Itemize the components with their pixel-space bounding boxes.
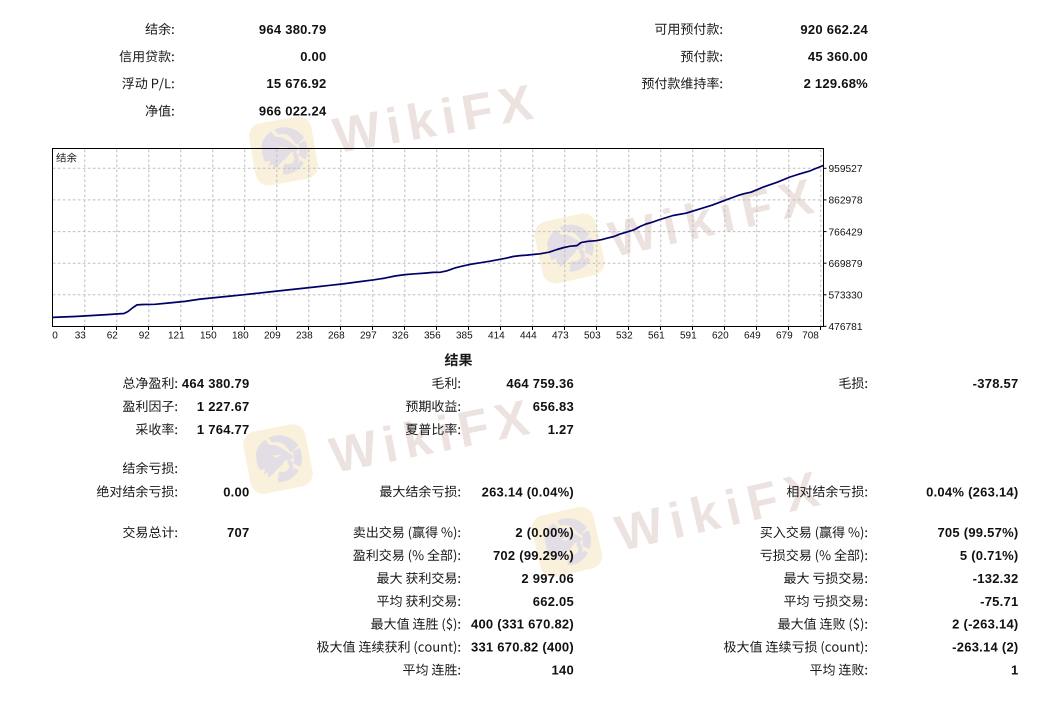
svg-text:268: 268 <box>328 331 345 342</box>
svg-text:2 (0.00%): 2 (0.00%) <box>515 525 574 540</box>
svg-text:2 997.06: 2 997.06 <box>521 571 574 586</box>
svg-text:444: 444 <box>520 331 537 342</box>
svg-text:400 (331 670.82): 400 (331 670.82) <box>471 617 574 632</box>
svg-text:662.05: 662.05 <box>533 594 574 609</box>
svg-text:238: 238 <box>296 331 313 342</box>
svg-text:532: 532 <box>616 331 633 342</box>
svg-text:0.04% (263.14): 0.04% (263.14) <box>926 484 1018 499</box>
svg-text:1 227.67: 1 227.67 <box>197 399 250 414</box>
svg-text:679: 679 <box>776 331 793 342</box>
svg-text:959527: 959527 <box>829 164 863 175</box>
svg-text:33: 33 <box>75 331 87 342</box>
svg-text:356: 356 <box>424 331 441 342</box>
svg-text:766429: 766429 <box>829 227 863 238</box>
svg-text:669879: 669879 <box>829 259 863 270</box>
svg-text:2 129.68%: 2 129.68% <box>804 76 869 91</box>
svg-text:15 676.92: 15 676.92 <box>266 76 326 91</box>
svg-text:464 759.36: 464 759.36 <box>506 376 574 391</box>
svg-text:-263.14 (2): -263.14 (2) <box>952 640 1018 655</box>
svg-text:573330: 573330 <box>829 291 863 302</box>
svg-text:503: 503 <box>584 331 601 342</box>
svg-text:180: 180 <box>232 331 249 342</box>
svg-text:476781: 476781 <box>829 322 863 333</box>
svg-text:862978: 862978 <box>829 196 863 207</box>
svg-text:708: 708 <box>802 331 819 342</box>
svg-text:45 360.00: 45 360.00 <box>808 49 868 64</box>
svg-text:1.27: 1.27 <box>548 422 574 437</box>
svg-text:966 022.24: 966 022.24 <box>259 104 327 119</box>
svg-text:620: 620 <box>712 331 729 342</box>
svg-text:649: 649 <box>744 331 761 342</box>
svg-text:0: 0 <box>52 331 58 342</box>
svg-text:-132.32: -132.32 <box>973 571 1019 586</box>
svg-text:121: 121 <box>168 331 185 342</box>
svg-text:414: 414 <box>488 331 505 342</box>
svg-text:702 (99.29%): 702 (99.29%) <box>493 548 574 563</box>
svg-text:656.83: 656.83 <box>533 399 574 414</box>
svg-text:263.14 (0.04%): 263.14 (0.04%) <box>482 484 574 499</box>
svg-text:707: 707 <box>227 525 249 540</box>
svg-text:92: 92 <box>139 331 151 342</box>
svg-text:326: 326 <box>392 331 409 342</box>
svg-text:140: 140 <box>552 663 574 678</box>
svg-text:5 (0.71%): 5 (0.71%) <box>960 548 1019 563</box>
svg-text:964 380.79: 964 380.79 <box>259 22 327 37</box>
svg-text:920 662.24: 920 662.24 <box>800 22 868 37</box>
svg-text:0.00: 0.00 <box>300 49 326 64</box>
svg-text:1 764.77: 1 764.77 <box>197 422 250 437</box>
svg-text:705 (99.57%): 705 (99.57%) <box>937 525 1018 540</box>
svg-text:62: 62 <box>107 331 119 342</box>
svg-text:385: 385 <box>456 331 473 342</box>
svg-text:473: 473 <box>552 331 569 342</box>
svg-text:-75.71: -75.71 <box>980 594 1018 609</box>
svg-text:561: 561 <box>648 331 665 342</box>
svg-text:209: 209 <box>264 331 281 342</box>
svg-text:591: 591 <box>680 331 697 342</box>
svg-text:150: 150 <box>200 331 217 342</box>
svg-text:-378.57: -378.57 <box>973 376 1019 391</box>
svg-text:297: 297 <box>360 331 377 342</box>
svg-text:2 (-263.14): 2 (-263.14) <box>952 617 1018 632</box>
svg-text:464 380.79: 464 380.79 <box>182 376 250 391</box>
svg-text:1: 1 <box>1011 663 1018 678</box>
svg-text:331 670.82 (400): 331 670.82 (400) <box>471 640 574 655</box>
svg-text:0.00: 0.00 <box>223 484 249 499</box>
